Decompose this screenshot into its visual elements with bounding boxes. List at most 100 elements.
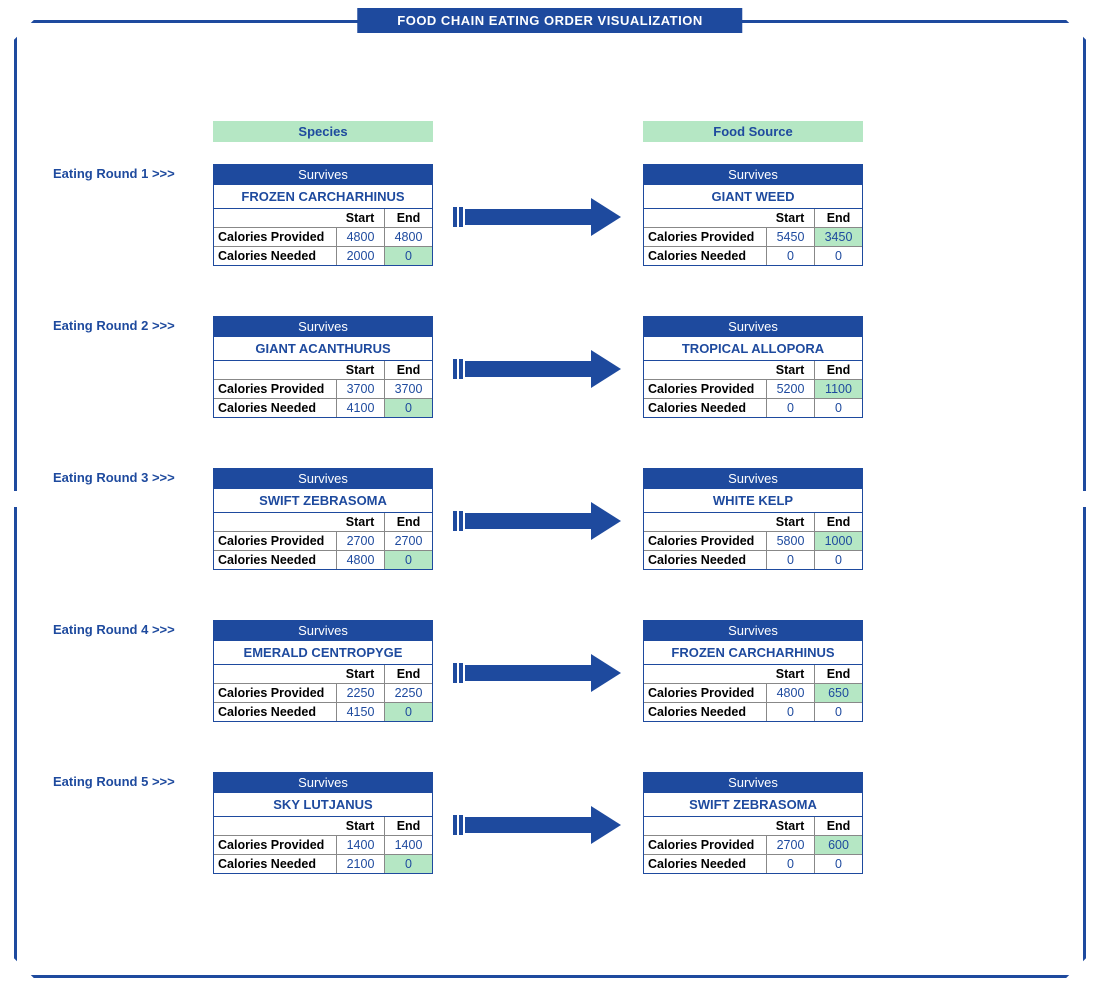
col-start: Start: [766, 665, 814, 683]
provided-end: 4800: [384, 227, 432, 246]
col-end: End: [814, 361, 862, 379]
status-badge: Survives: [214, 317, 432, 337]
row-provided: Calories Provided: [644, 227, 766, 246]
needed-end: 0: [814, 702, 862, 721]
needed-end: 0: [814, 854, 862, 873]
row-provided: Calories Provided: [214, 683, 336, 702]
food-card: Survives GIANT WEED Start End Calories P…: [643, 164, 863, 266]
provided-end: 600: [814, 835, 862, 854]
col-start: Start: [766, 209, 814, 227]
col-start: Start: [766, 817, 814, 835]
column-header-food: Food Source: [643, 121, 863, 142]
col-end: End: [384, 361, 432, 379]
col-start: Start: [766, 361, 814, 379]
row-provided: Calories Provided: [644, 835, 766, 854]
column-headers: Species Food Source: [53, 121, 1047, 142]
column-header-species: Species: [213, 121, 433, 142]
needed-start: 0: [766, 398, 814, 417]
arrow-icon: [433, 620, 643, 686]
col-end: End: [814, 665, 862, 683]
status-badge: Survives: [644, 165, 862, 185]
needed-start: 2100: [336, 854, 384, 873]
page-title: FOOD CHAIN EATING ORDER VISUALIZATION: [357, 8, 742, 33]
round-label: Eating Round 4 >>>: [53, 620, 213, 637]
row-provided: Calories Provided: [214, 531, 336, 550]
round-label: Eating Round 1 >>>: [53, 164, 213, 181]
needed-end: 0: [814, 550, 862, 569]
status-badge: Survives: [644, 317, 862, 337]
row-needed: Calories Needed: [644, 702, 766, 721]
species-name: SWIFT ZEBRASOMA: [214, 489, 432, 513]
provided-end: 1400: [384, 835, 432, 854]
round-label: Eating Round 2 >>>: [53, 316, 213, 333]
status-badge: Survives: [644, 469, 862, 489]
provided-start: 1400: [336, 835, 384, 854]
species-name: FROZEN CARCHARHINUS: [214, 185, 432, 209]
food-name: SWIFT ZEBRASOMA: [644, 793, 862, 817]
col-end: End: [814, 513, 862, 531]
status-badge: Survives: [214, 773, 432, 793]
species-card: Survives SWIFT ZEBRASOMA Start End Calor…: [213, 468, 433, 570]
round-label: Eating Round 3 >>>: [53, 468, 213, 485]
status-badge: Survives: [214, 165, 432, 185]
food-card: Survives WHITE KELP Start End Calories P…: [643, 468, 863, 570]
needed-start: 0: [766, 854, 814, 873]
provided-end: 1000: [814, 531, 862, 550]
needed-end: 0: [384, 854, 432, 873]
species-card: Survives SKY LUTJANUS Start End Calories…: [213, 772, 433, 874]
status-badge: Survives: [644, 621, 862, 641]
needed-start: 0: [766, 702, 814, 721]
provided-start: 3700: [336, 379, 384, 398]
food-name: GIANT WEED: [644, 185, 862, 209]
round-row: Eating Round 1 >>> Survives FROZEN CARCH…: [53, 164, 1047, 266]
row-needed: Calories Needed: [644, 398, 766, 417]
row-provided: Calories Provided: [644, 683, 766, 702]
species-name: EMERALD CENTROPYGE: [214, 641, 432, 665]
needed-end: 0: [384, 246, 432, 265]
species-card: Survives FROZEN CARCHARHINUS Start End C…: [213, 164, 433, 266]
needed-end: 0: [814, 246, 862, 265]
row-needed: Calories Needed: [644, 246, 766, 265]
needed-start: 4100: [336, 398, 384, 417]
provided-start: 5200: [766, 379, 814, 398]
col-start: Start: [336, 817, 384, 835]
row-needed: Calories Needed: [214, 854, 336, 873]
needed-start: 0: [766, 246, 814, 265]
row-provided: Calories Provided: [214, 835, 336, 854]
frame-border: Species Food Source Eating Round 1 >>> S…: [14, 20, 1086, 978]
col-end: End: [814, 817, 862, 835]
food-card: Survives FROZEN CARCHARHINUS Start End C…: [643, 620, 863, 722]
arrow-icon: [433, 316, 643, 382]
row-needed: Calories Needed: [214, 246, 336, 265]
needed-start: 4800: [336, 550, 384, 569]
col-start: Start: [336, 361, 384, 379]
round-row: Eating Round 5 >>> Survives SKY LUTJANUS…: [53, 772, 1047, 874]
provided-end: 3700: [384, 379, 432, 398]
round-row: Eating Round 3 >>> Survives SWIFT ZEBRAS…: [53, 468, 1047, 570]
food-card: Survives SWIFT ZEBRASOMA Start End Calor…: [643, 772, 863, 874]
row-needed: Calories Needed: [214, 398, 336, 417]
content-area: Species Food Source Eating Round 1 >>> S…: [53, 121, 1047, 924]
provided-start: 2700: [336, 531, 384, 550]
col-end: End: [384, 665, 432, 683]
row-provided: Calories Provided: [644, 379, 766, 398]
col-start: Start: [336, 209, 384, 227]
provided-start: 5800: [766, 531, 814, 550]
provided-start: 5450: [766, 227, 814, 246]
col-start: Start: [336, 513, 384, 531]
provided-start: 2250: [336, 683, 384, 702]
row-needed: Calories Needed: [214, 550, 336, 569]
row-provided: Calories Provided: [214, 227, 336, 246]
needed-start: 2000: [336, 246, 384, 265]
provided-end: 650: [814, 683, 862, 702]
status-badge: Survives: [644, 773, 862, 793]
provided-start: 4800: [336, 227, 384, 246]
col-end: End: [384, 817, 432, 835]
provided-end: 2700: [384, 531, 432, 550]
species-card: Survives GIANT ACANTHURUS Start End Calo…: [213, 316, 433, 418]
provided-start: 2700: [766, 835, 814, 854]
species-card: Survives EMERALD CENTROPYGE Start End Ca…: [213, 620, 433, 722]
arrow-icon: [433, 164, 643, 230]
needed-end: 0: [814, 398, 862, 417]
provided-end: 2250: [384, 683, 432, 702]
